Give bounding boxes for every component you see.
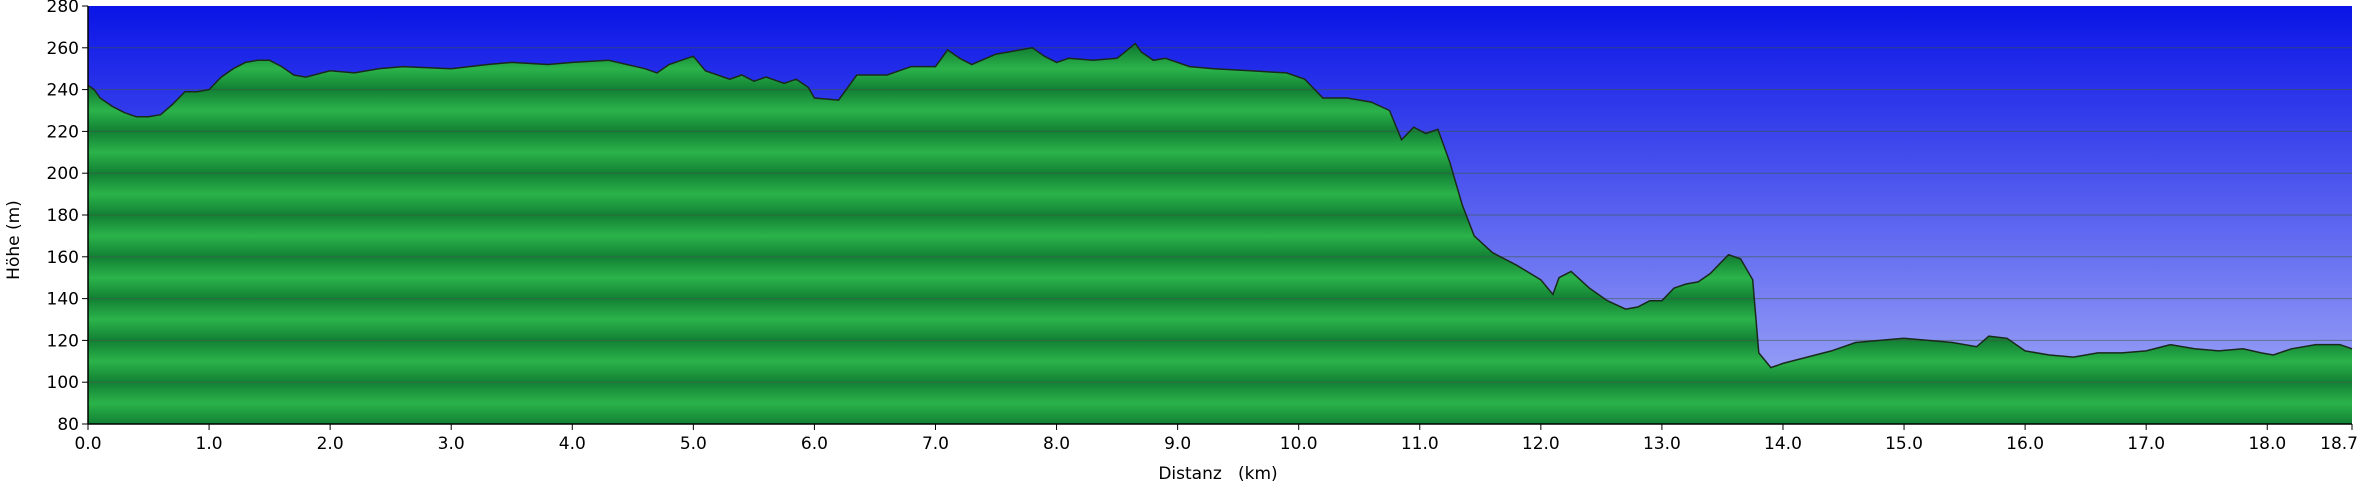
x-tick-label: 9.0 — [1164, 434, 1191, 454]
x-tick-label: 17.0 — [2127, 434, 2165, 454]
y-tick-label: 100 — [47, 373, 79, 393]
x-tick-label: 6.0 — [801, 434, 828, 454]
x-tick-label: 16.0 — [2006, 434, 2044, 454]
x-tick-label: 0.0 — [74, 434, 101, 454]
y-tick-label: 260 — [47, 39, 79, 59]
x-tick-label: 18.7 — [2320, 434, 2358, 454]
x-tick-label: 8.0 — [1043, 434, 1070, 454]
elevation-band — [88, 382, 2352, 424]
y-tick-label: 120 — [47, 331, 79, 351]
x-tick-label: 18.0 — [2248, 434, 2286, 454]
y-tick-label: 160 — [47, 248, 79, 268]
y-tick-label: 240 — [47, 81, 79, 101]
y-tick-label: 80 — [57, 415, 79, 435]
y-tick-label: 200 — [47, 164, 79, 184]
y-tick-label: 140 — [47, 290, 79, 310]
y-axis-title: Höhe (m) — [4, 200, 24, 280]
elevation-band — [88, 340, 2352, 383]
x-tick-label: 1.0 — [196, 434, 223, 454]
x-tick-label: 12.0 — [1522, 434, 1560, 454]
x-tick-label: 10.0 — [1280, 434, 1318, 454]
x-tick-label: 4.0 — [559, 434, 586, 454]
x-tick-label: 14.0 — [1764, 434, 1802, 454]
y-tick-label: 220 — [47, 122, 79, 142]
x-axis-title: Distanz (km) — [1158, 464, 1277, 484]
y-tick-label: 180 — [47, 206, 79, 226]
x-tick-label: 7.0 — [922, 434, 949, 454]
x-tick-label: 15.0 — [1885, 434, 1923, 454]
x-tick-label: 3.0 — [438, 434, 465, 454]
x-tick-label: 11.0 — [1401, 434, 1439, 454]
elevation-line — [87, 42, 2353, 369]
x-tick-label: 13.0 — [1643, 434, 1681, 454]
x-tick-label: 5.0 — [680, 434, 707, 454]
y-tick-label: 280 — [47, 0, 79, 17]
x-tick-label: 2.0 — [317, 434, 344, 454]
